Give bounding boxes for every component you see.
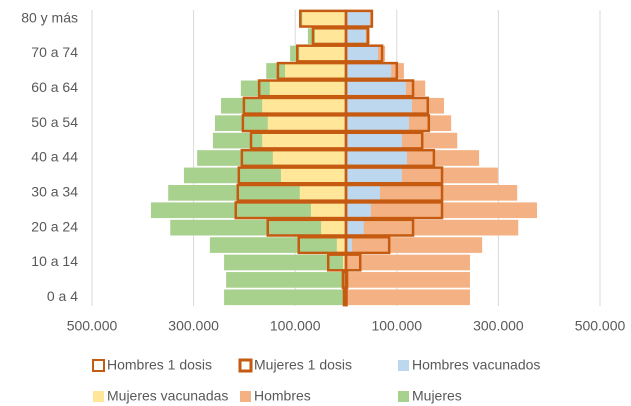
- bar: [342, 254, 346, 271]
- bar: [321, 219, 346, 236]
- bar: [346, 45, 379, 62]
- x-tick-label: 500.000: [575, 318, 626, 334]
- bar: [346, 132, 402, 149]
- y-tick-label: 40 a 44: [31, 149, 78, 165]
- bar: [344, 166, 444, 185]
- bar: [285, 63, 346, 79]
- bar: [346, 184, 518, 201]
- bar: [346, 150, 407, 166]
- bar: [150, 202, 346, 219]
- legend-swatch: [398, 360, 409, 371]
- bar: [344, 201, 444, 220]
- y-tick-label: 80 y más: [21, 9, 78, 25]
- bar: [344, 235, 391, 255]
- x-tick-label: 300.000: [473, 318, 524, 334]
- bar: [344, 79, 415, 98]
- bar: [170, 219, 346, 236]
- y-tick-label: 60 a 64: [31, 79, 78, 95]
- bar: [272, 150, 346, 166]
- bar: [346, 219, 364, 236]
- bar: [346, 28, 366, 44]
- bar: [344, 27, 370, 46]
- legend-label: Mujeres vacunadas: [107, 388, 228, 404]
- bar: [209, 237, 346, 253]
- legend-swatch: [93, 391, 104, 402]
- bar: [346, 289, 470, 306]
- y-tick-label: 50 a 54: [31, 114, 78, 130]
- bar: [346, 272, 470, 288]
- bar: [346, 97, 413, 114]
- bar: [344, 61, 399, 81]
- bar: [224, 289, 346, 306]
- y-tick-label: 10 a 14: [31, 253, 78, 269]
- bar: [346, 115, 409, 132]
- legend-label: Mujeres: [412, 388, 462, 404]
- legend-swatch: [238, 358, 253, 373]
- bar: [346, 237, 353, 253]
- bar: [344, 44, 384, 63]
- bar: [344, 131, 424, 150]
- bar: [344, 288, 348, 307]
- bar: [346, 10, 370, 27]
- y-tick-label: 0 a 4: [47, 288, 78, 304]
- bar: [344, 270, 349, 289]
- bar: [315, 28, 346, 44]
- bar: [269, 80, 346, 97]
- legend-label: Hombres: [254, 388, 311, 404]
- bar: [267, 115, 346, 132]
- bar: [344, 218, 415, 237]
- bar: [344, 253, 362, 272]
- bar: [346, 63, 392, 79]
- legend-label: Hombres vacunados: [412, 357, 540, 373]
- bar: [346, 254, 470, 271]
- x-tick-label: 300.000: [168, 318, 219, 334]
- y-tick-label: 70 a 74: [31, 44, 78, 60]
- bar: [346, 80, 406, 97]
- x-tick-label: 500.000: [67, 318, 118, 334]
- bar: [346, 167, 402, 184]
- bar: [299, 45, 346, 62]
- bar: [310, 202, 346, 219]
- bar: [280, 167, 346, 184]
- y-tick-label: 30 a 34: [31, 184, 78, 200]
- legend-swatch: [398, 391, 409, 402]
- bar: [262, 97, 346, 114]
- bar: [344, 114, 431, 133]
- y-tick-label: 20 a 24: [31, 218, 78, 234]
- bar: [344, 183, 444, 202]
- bar: [226, 272, 346, 288]
- x-tick-label: 100.000: [371, 318, 422, 334]
- bar: [346, 184, 381, 201]
- legend-swatch: [92, 359, 105, 372]
- bar: [299, 184, 346, 201]
- bar: [262, 132, 346, 149]
- x-tick-label: 100.000: [270, 318, 321, 334]
- bar: [336, 237, 346, 253]
- bar: [344, 148, 436, 168]
- bar: [346, 237, 483, 253]
- legend-label: Hombres 1 dosis: [107, 357, 212, 373]
- legend-swatch: [240, 391, 251, 402]
- bar: [346, 202, 371, 219]
- bar: [346, 219, 519, 236]
- bar: [224, 254, 346, 271]
- bar: [344, 9, 374, 28]
- legend-label: Mujeres 1 dosis: [254, 357, 352, 373]
- bar: [302, 10, 346, 27]
- bar: [344, 96, 430, 115]
